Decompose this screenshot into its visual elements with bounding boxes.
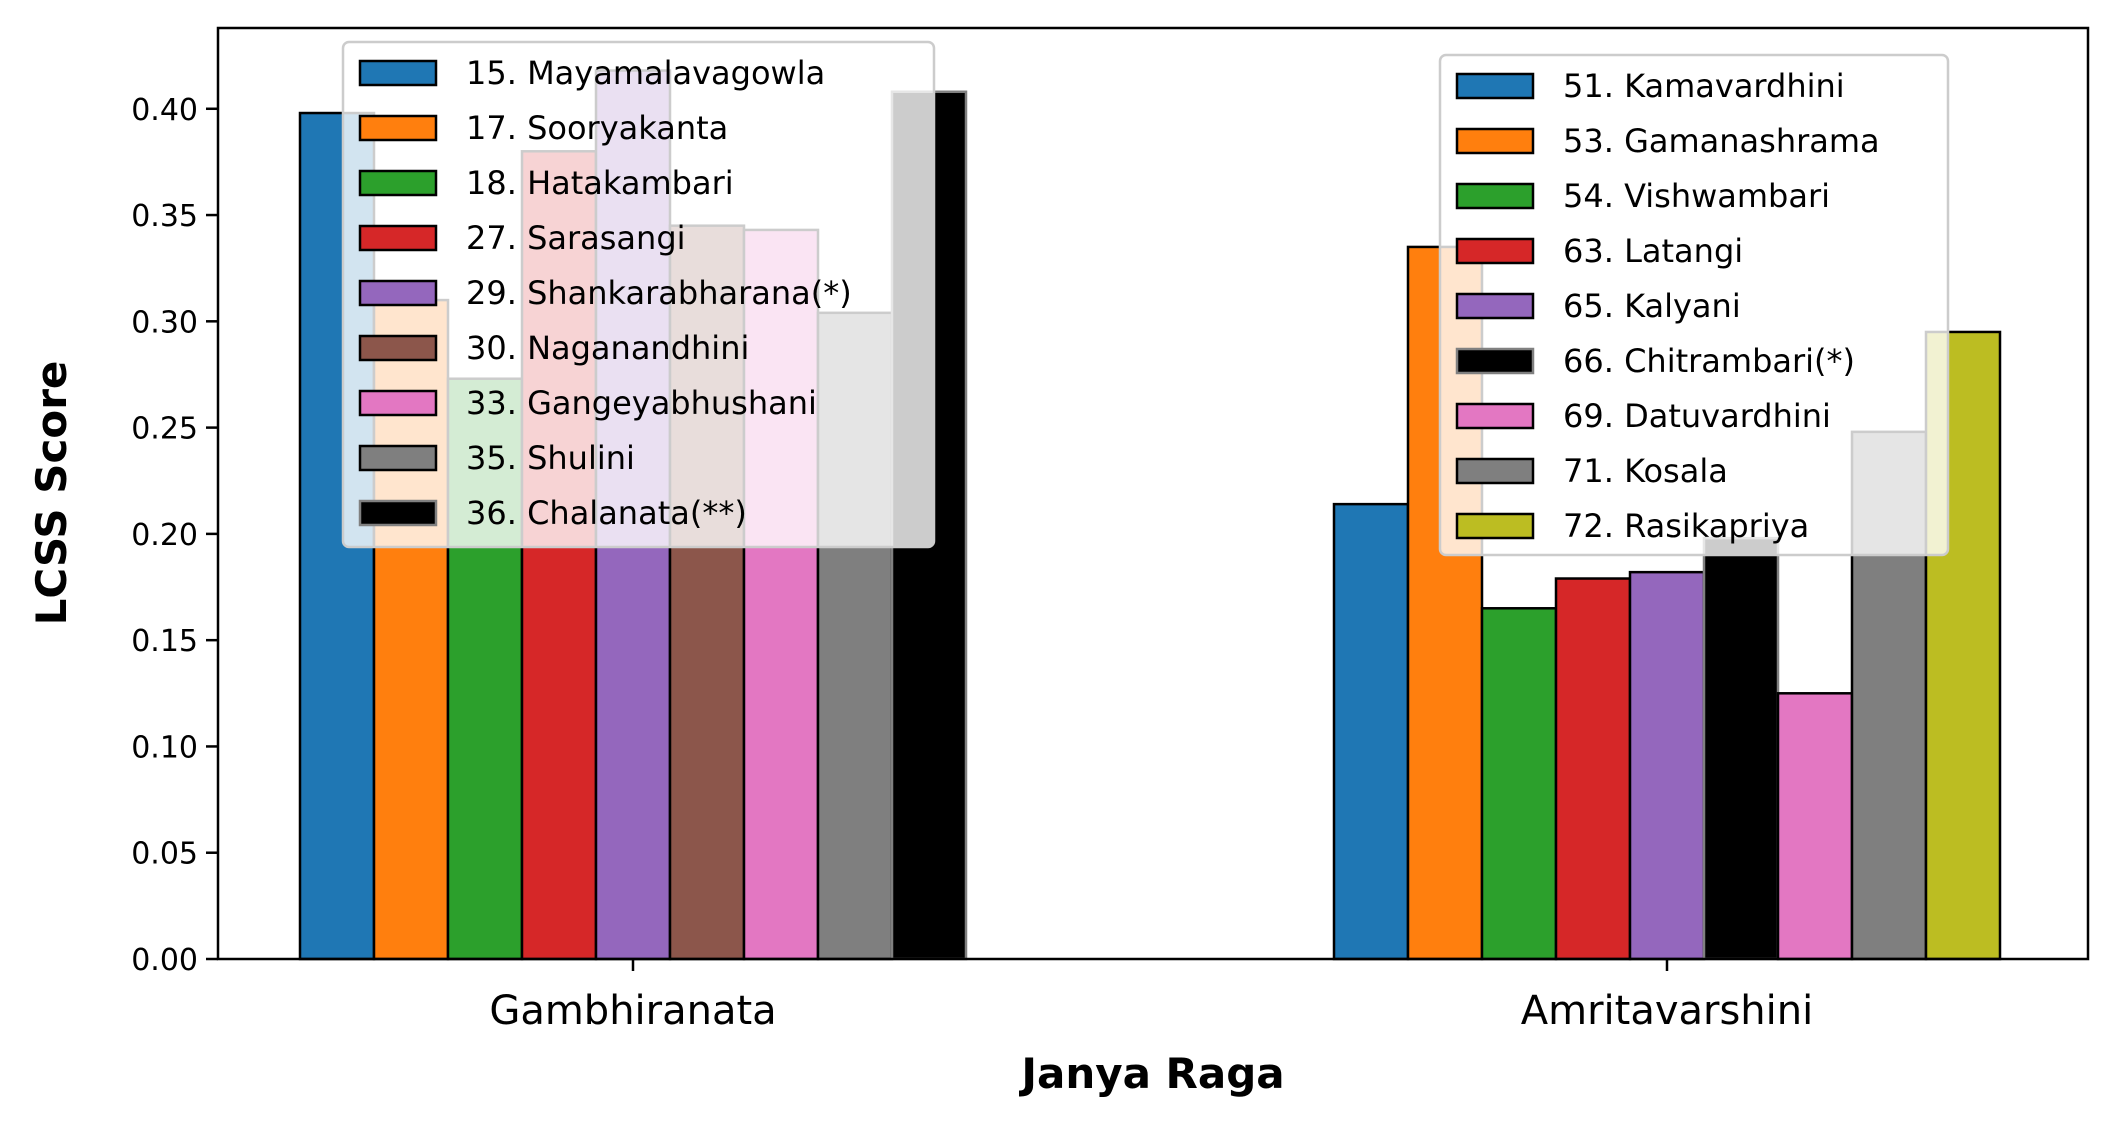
plot-frame xyxy=(216,26,2090,961)
legend-swatch xyxy=(1455,292,1535,320)
legend-entry-54-vishwambari: 54. Vishwambari xyxy=(1563,177,1830,215)
legend-frame xyxy=(1438,53,1950,557)
bar-amritavarshini-54-vishwambari xyxy=(1480,607,1558,961)
legends-layer: 15. Mayamalavagowla 17. Sooryakanta 18. Ha… xyxy=(341,40,1950,557)
legend-entry-72-rasikapriya: 72. Rasikapriya xyxy=(1563,507,1809,545)
y-axis: 0.00 0.05 0.10 0.15 0.20 0.25 0.30 0.35 0.40 xyxy=(131,93,218,978)
legend-swatch xyxy=(1455,72,1535,100)
legend-gambhiranata: 15. Mayamalavagowla 17. Sooryakanta 18. Ha… xyxy=(341,40,936,549)
legend-swatch xyxy=(358,59,438,87)
y-axis-title: LCSS Score xyxy=(27,361,76,626)
legend-entry-63-latangi: 63. Latangi xyxy=(1563,232,1743,270)
legend-swatch xyxy=(358,169,438,197)
legend-entry-27-sarasangi: 27. Sarasangi xyxy=(466,219,686,257)
bar-amritavarshini-69-datuvardhini xyxy=(1776,692,1854,961)
y-tick-label: 0.00 xyxy=(131,943,198,978)
x-category-label-amritavarshini: Amritavarshini xyxy=(1521,988,1813,1034)
legend-entry-35-shulini: 35. Shulini xyxy=(466,439,635,477)
y-tick-label: 0.05 xyxy=(131,837,198,872)
legend-swatch xyxy=(358,114,438,142)
legend-swatch xyxy=(358,334,438,362)
bar-amritavarshini-51-kamavardhini xyxy=(1332,502,1410,961)
legend-swatch xyxy=(358,499,438,527)
legend-entry-15-mayamalavagowla: 15. Mayamalavagowla xyxy=(466,54,825,92)
legend-swatch xyxy=(1455,457,1535,485)
legend-swatch xyxy=(358,279,438,307)
x-axis: Gambhiranata Amritavarshini xyxy=(489,959,1813,1034)
legend-entry-29-shankarabharana: 29. Shankarabharana(*) xyxy=(466,274,852,312)
legend-swatch xyxy=(1455,402,1535,430)
legend-swatch xyxy=(1455,512,1535,540)
y-tick-label: 0.15 xyxy=(131,624,198,659)
y-tick-label: 0.10 xyxy=(131,730,198,765)
legend-entry-33-gangeyabhushani: 33. Gangeyabhushani xyxy=(466,384,817,422)
legend-entry-53-gamanashrama: 53. Gamanashrama xyxy=(1563,122,1880,160)
legend-entry-71-kosala: 71. Kosala xyxy=(1563,452,1728,490)
legend-entry-18-hatakambari: 18. Hatakambari xyxy=(466,164,734,202)
legend-swatch xyxy=(358,224,438,252)
y-tick-label: 0.20 xyxy=(131,518,198,553)
legend-swatch xyxy=(358,389,438,417)
legend-frame xyxy=(341,40,936,549)
legend-entry-36-chalanata: 36. Chalanata(**) xyxy=(466,494,747,532)
y-tick-label: 0.35 xyxy=(131,199,198,234)
legend-swatch xyxy=(1455,182,1535,210)
x-axis-title: Janya Raga xyxy=(1018,1049,1284,1098)
legend-entry-17-sooryakanta: 17. Sooryakanta xyxy=(466,109,728,147)
legend-swatch xyxy=(358,444,438,472)
y-tick-label: 0.40 xyxy=(131,93,198,128)
legend-entry-51-kamavardhini: 51. Kamavardhini xyxy=(1563,67,1845,105)
legend-swatch xyxy=(1455,347,1535,375)
bar-amritavarshini-63-latangi xyxy=(1554,577,1632,961)
legend-swatch xyxy=(1455,127,1535,155)
bar-amritavarshini-65-kalyani xyxy=(1628,570,1706,961)
legend-entry-65-kalyani: 65. Kalyani xyxy=(1563,287,1741,325)
legend-entry-69-datuvardhini: 69. Datuvardhini xyxy=(1563,397,1831,435)
legend-entry-30-naganandhini: 30. Naganandhini xyxy=(466,329,749,367)
y-tick-label: 0.25 xyxy=(131,412,198,447)
bar-amritavarshini-66-chitrambari xyxy=(1702,536,1780,961)
y-tick-label: 0.30 xyxy=(131,305,198,340)
legend-entry-66-chitrambari: 66. Chitrambari(*) xyxy=(1563,342,1855,380)
x-category-label-gambhiranata: Gambhiranata xyxy=(489,988,776,1034)
legend-swatch xyxy=(1455,237,1535,265)
legend-amritavarshini: 51. Kamavardhini 53. Gamanashrama 54. Vish… xyxy=(1438,53,1950,557)
